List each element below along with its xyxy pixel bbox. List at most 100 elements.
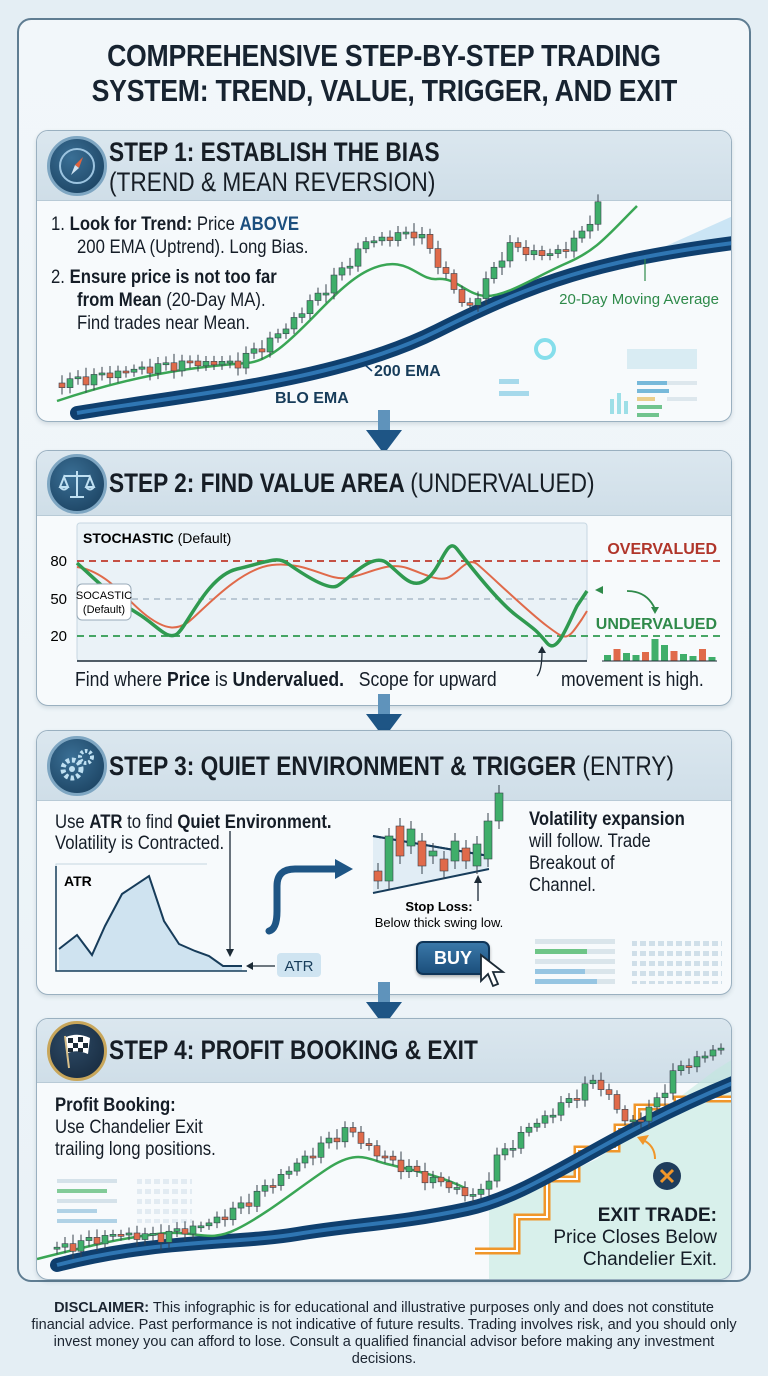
candlestick	[541, 1110, 549, 1129]
candlestick	[117, 1229, 125, 1241]
candlestick	[162, 356, 170, 371]
candlestick	[450, 269, 458, 294]
checkered-flag-icon	[47, 1021, 107, 1081]
candlestick	[314, 287, 322, 306]
candlestick	[58, 375, 66, 395]
candlestick	[570, 230, 578, 258]
tooltip-line1: SOCASTIC	[76, 590, 132, 602]
step2-caption: Find where Price is Undervalued. Scope f…	[75, 669, 497, 691]
step2-panel: STEP 2: FIND VALUE AREA (UNDERVALUED) ST…	[36, 450, 732, 706]
candlestick	[472, 836, 482, 874]
candlestick	[373, 1140, 381, 1162]
candlestick	[77, 1234, 85, 1257]
candlestick	[589, 1074, 597, 1089]
step1-panel: STEP 1: ESTABLISH THE BIAS (TREND & MEAN…	[36, 130, 732, 422]
candlestick	[229, 1201, 237, 1226]
candlestick	[157, 1224, 165, 1251]
candlestick	[53, 1241, 61, 1255]
candlestick	[645, 1099, 653, 1128]
candlestick	[629, 1114, 637, 1127]
stochastic-tooltip	[76, 583, 132, 621]
step3-line2: Volatility is Contracted.	[55, 833, 225, 854]
candlestick	[362, 237, 370, 254]
candlestick	[141, 1227, 149, 1245]
candlestick	[538, 245, 546, 261]
profit-booking-text: Profit Booking: Use Chandelier Exit traili…	[55, 1095, 216, 1160]
candlestick	[370, 236, 378, 248]
volume-bar	[623, 653, 630, 661]
candlestick	[298, 307, 306, 324]
step1-point2: 2. Ensure price is not too far	[51, 267, 277, 288]
candlestick	[90, 368, 98, 391]
volume-bar	[670, 651, 678, 661]
candlestick	[578, 226, 586, 243]
candlestick	[69, 1234, 77, 1260]
dashboard-decoration	[499, 338, 697, 417]
down-arrow-icon	[366, 982, 402, 1026]
candlestick	[397, 1151, 405, 1180]
candlestick	[245, 1193, 253, 1215]
candlestick	[365, 1138, 373, 1151]
candlestick	[709, 1045, 717, 1061]
stop-loss-text: Below thick swing low.	[375, 915, 504, 930]
candlestick	[98, 366, 106, 381]
candlestick	[661, 1084, 669, 1106]
candlestick	[458, 285, 466, 307]
step1-candles	[58, 194, 602, 395]
candlestick	[133, 1225, 141, 1246]
candlestick	[317, 1136, 325, 1164]
volume-bar	[699, 649, 706, 661]
candlestick	[586, 215, 594, 239]
candlestick	[485, 1172, 493, 1197]
candlestick	[130, 364, 138, 377]
atr-tag	[277, 953, 321, 977]
flow-arrow-icon	[265, 865, 341, 935]
candlestick	[421, 1162, 429, 1191]
20-day-ma-line	[56, 205, 638, 403]
candlestick	[178, 354, 186, 377]
candlestick	[274, 328, 282, 343]
candlestick	[354, 242, 362, 272]
step3-line1: Use ATR to find Quiet Environment.	[55, 812, 332, 833]
candlestick	[546, 248, 554, 261]
step1-point1-line2: 200 EMA (Uptrend). Long Bias.	[77, 237, 309, 258]
candlestick	[330, 267, 338, 300]
title-line-1: COMPREHENSIVE STEP-BY-STEP TRADING	[107, 38, 661, 73]
channel-lower-line	[372, 868, 490, 894]
candlestick	[290, 312, 298, 334]
candlestick	[226, 355, 234, 369]
candlestick	[74, 370, 82, 385]
candlestick	[170, 353, 178, 379]
candlestick	[114, 365, 122, 383]
candlestick	[581, 1076, 589, 1107]
candlestick	[469, 1188, 477, 1202]
candlestick	[106, 366, 114, 384]
atr-tag-label: ATR	[285, 958, 314, 975]
step4-title: STEP 4: PROFIT BOOKING & EXIT	[109, 1035, 478, 1065]
step4-header	[37, 1019, 731, 1083]
candlestick	[277, 1168, 285, 1191]
compass-icon	[47, 136, 107, 196]
volume-bar	[651, 639, 659, 661]
candlestick	[613, 1090, 621, 1114]
candlestick	[349, 1122, 357, 1138]
candlestick	[701, 1051, 709, 1063]
candlestick	[309, 1147, 317, 1166]
candlestick	[621, 1105, 629, 1125]
candlestick	[378, 231, 386, 246]
candlestick	[146, 358, 154, 381]
step4-panel: STEP 4: PROFIT BOOKING & EXIT Profit Boo…	[36, 1018, 732, 1280]
volume-bar	[661, 645, 668, 661]
candlestick	[250, 342, 258, 359]
step4-candles	[53, 1043, 725, 1260]
candlestick	[325, 1131, 333, 1149]
level-80: 80	[50, 553, 67, 570]
atr-chart-label: ATR	[64, 873, 92, 889]
candlestick	[474, 291, 482, 312]
candlestick	[442, 261, 450, 279]
stochastic-chart: STOCHASTIC (Default) 80 50 20 SOCASTIC (…	[50, 522, 722, 677]
label-20-day-ma: 20-Day Moving Average	[559, 291, 719, 308]
channel-candles	[373, 785, 504, 889]
buy-button[interactable]: BUY	[416, 941, 490, 975]
step1-header	[37, 131, 731, 201]
